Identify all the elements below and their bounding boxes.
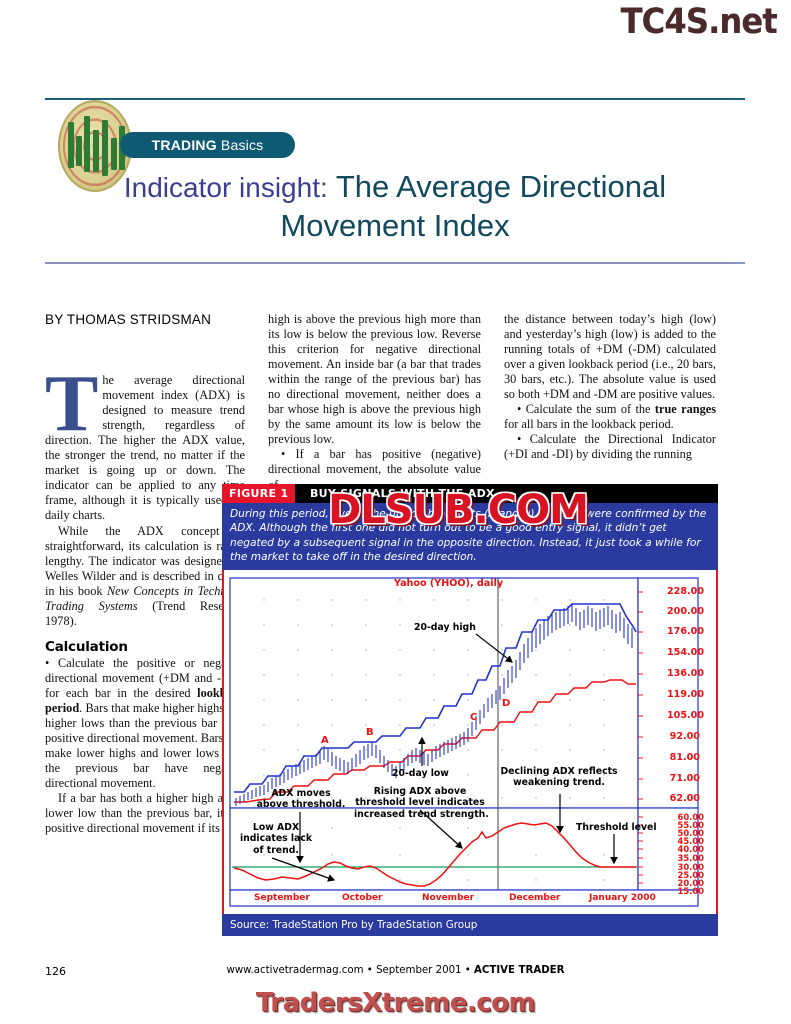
y-tick-label: 119.00 (666, 688, 704, 700)
y-tick-label: 55.00 (677, 819, 705, 830)
y-tick-label: 62.00 (669, 792, 700, 804)
body-column-2: high is above the previous high more tha… (268, 312, 481, 493)
x-tick-label: January 2000 (589, 892, 656, 903)
y-tick-label: 30.00 (677, 861, 705, 872)
annotation-declining-adx: Declining ADX reflects weakening trend. (500, 765, 618, 789)
body-column-3: the distance between today’s high (low) … (504, 312, 716, 462)
footer-issue: September 2001 (376, 965, 462, 976)
figure-number: FIGURE 1 (222, 484, 296, 503)
paragraph-text-end: . Bars that make higher highs and higher… (45, 701, 245, 791)
annotation-20-day-low: 20-day low (392, 767, 449, 779)
paragraph-text-end: for all bars in the lookback period. (504, 417, 674, 432)
footer-magazine: ACTIVE TRADER (474, 965, 565, 976)
y-tick-label: 50.00 (677, 827, 705, 838)
y-tick-label: 228.00 (666, 585, 704, 597)
marker-label-a: A (321, 734, 329, 746)
y-tick-label: 45.00 (677, 835, 705, 846)
annotation-low-adx: Low ADX indicates lack of trend. (239, 821, 313, 856)
marker-label-d: D (502, 697, 511, 709)
y-tick-label: 25.00 (677, 869, 705, 880)
paragraph: • Calculate the positive or negative dir… (45, 656, 245, 791)
headline-line2: Movement Index (280, 208, 510, 243)
y-tick-label: 20.00 (677, 877, 705, 888)
y-tick-label: 200.00 (666, 605, 704, 617)
paragraph-text: While the ADX concept is straightforward… (45, 523, 245, 598)
paragraph: While the ADX concept is straightforward… (45, 524, 245, 629)
figure-source: Source: TradeStation Pro by TradeStation… (222, 913, 718, 936)
department-label: TRADING Basics (120, 132, 295, 158)
paragraph: high is above the previous high more tha… (268, 312, 481, 447)
figure-1: FIGURE 1 BUY SIGNALS WITH THE ADX During… (222, 484, 718, 936)
paragraph: • Calculate the Directional Indicator (+… (504, 432, 716, 462)
annotation-rising-adx: Rising ADX above threshold level indicat… (354, 785, 489, 820)
paragraph: If a bar has both a higher high and a lo… (45, 791, 245, 836)
figure-titlebar: FIGURE 1 BUY SIGNALS WITH THE ADX (222, 484, 718, 503)
chart-area: Yahoo (YHOO), daily 228.00 200.00 176.00… (222, 569, 718, 914)
price-adx-chart (229, 577, 699, 907)
byline: BY THOMAS STRIDSMAN (45, 312, 212, 327)
paragraph-text: he average directional movement index (A… (45, 373, 245, 523)
y-tick-label: 92.00 (669, 730, 700, 742)
y-tick-label: 81.00 (669, 751, 700, 763)
y-tick-label: 176.00 (666, 625, 704, 637)
annotation-20-day-high: 20-day high (414, 621, 476, 633)
active-trader-logo-icon (58, 100, 132, 192)
y-tick-label: 40.00 (677, 843, 705, 854)
y-tick-label: 105.00 (666, 709, 704, 721)
marker-label-c: C (470, 711, 478, 723)
figure-title: BUY SIGNALS WITH THE ADX (310, 487, 495, 500)
headline-line1: The Average Directional (327, 169, 667, 204)
marker-label-b: B (366, 726, 374, 738)
figure-caption: During this period, two of the upside br… (222, 503, 718, 570)
footer-line: www.activetradermag.com • September 2001… (0, 965, 791, 976)
paragraph-text-end: (Trend Research 1978). (45, 598, 245, 628)
department-label-bold: TRADING (151, 137, 217, 153)
page-number: 126 (45, 965, 66, 978)
y-tick-label: 136.00 (666, 667, 704, 679)
y-tick-label: 15.00 (677, 885, 705, 896)
department-label-rest: Basics (216, 137, 264, 153)
paragraph-text: • Calculate the sum of the (517, 402, 655, 417)
department-header: TRADING Basics (0, 52, 791, 192)
x-tick-label: December (509, 892, 561, 903)
chart-instrument-title: Yahoo (YHOO), daily (394, 577, 504, 589)
drop-cap: T (45, 360, 99, 449)
annotation-adx-moves-above-threshold: ADX moves above threshold. (256, 787, 346, 811)
footer-url: www.activetradermag.com (226, 965, 364, 976)
headline-kicker: Indicator insight: (123, 172, 328, 203)
footer-sep-1: • (363, 965, 377, 976)
y-tick-label: 71.00 (669, 772, 700, 784)
emphasis-true-ranges: true ranges (654, 402, 716, 417)
tradersxtreme-watermark: TradersXtreme.com (255, 988, 536, 1018)
y-tick-label: 60.00 (677, 811, 705, 822)
tc4s-watermark: TC4S.net (620, 2, 778, 42)
book-title: New Concepts in Technical Trading System… (45, 583, 246, 613)
annotation-threshold-level: Threshold level (576, 821, 657, 833)
paragraph-text: • Calculate the positive or negative dir… (45, 655, 245, 700)
x-tick-label: October (342, 892, 383, 903)
footer-sep-2: • (461, 965, 475, 976)
paragraph: the distance between today’s high (low) … (504, 312, 716, 402)
header-rule (45, 98, 745, 100)
x-tick-label: September (254, 892, 310, 903)
page-title: Indicator insight: The Average Direction… (45, 168, 745, 245)
headline-rule (45, 262, 745, 264)
y-tick-label: 35.00 (677, 852, 705, 863)
y-tick-label: 154.00 (666, 646, 704, 658)
x-tick-label: November (422, 892, 475, 903)
paragraph: • Calculate the sum of the true ranges f… (504, 402, 716, 432)
section-subhead: Calculation (45, 638, 128, 655)
